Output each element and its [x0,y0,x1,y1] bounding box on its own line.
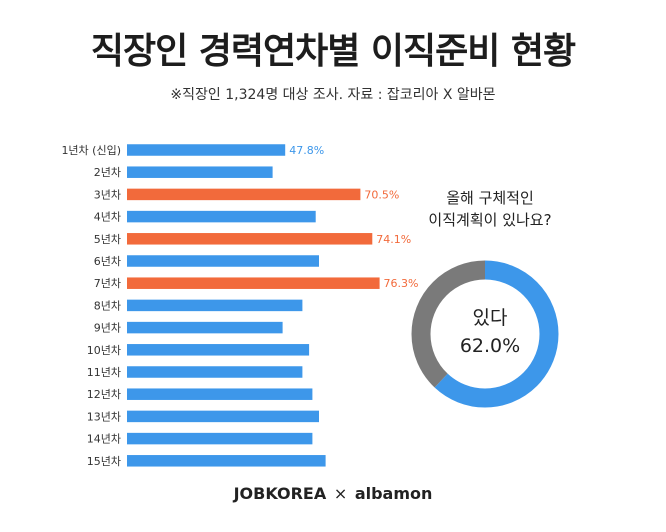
bar-value-label: 70.5% [364,188,399,201]
donut-question-line-2: 이직계획이 있나요? [428,211,552,229]
category-label: 12년차 [87,388,121,401]
category-label: 10년차 [87,344,121,357]
category-label: 5년차 [94,233,121,246]
donut-chart [411,260,559,408]
category-label: 3년차 [94,188,121,201]
donut-center-label: 있다 [472,307,508,329]
category-label: 8년차 [94,299,121,312]
bar [127,321,283,334]
bar [127,277,380,289]
donut-center-value: 62.0% [459,335,521,357]
donut-question-line-1: 올해 구체적인 [446,189,534,207]
category-label: 13년차 [87,410,121,423]
category-label: 9년차 [94,322,121,335]
category-label: 11년차 [87,366,121,379]
jobkorea-logo: JOBKOREA [233,484,327,503]
category-label: 15년차 [87,455,121,468]
bar [127,366,303,378]
donut-center: 있다 62.0% [420,304,560,360]
bar-value-label: 74.1% [376,233,411,246]
category-label: 2년차 [94,166,121,179]
bar [127,255,319,267]
bar [127,233,373,245]
donut-slice-rest [411,260,559,408]
bar [127,299,303,312]
chart-title: 직장인 경력연차별 이직준비 현황 [90,31,576,72]
category-label: 4년차 [94,211,121,224]
bar [127,344,310,356]
bar-value-label: 47.8% [289,144,324,157]
bar [127,432,313,445]
bar [127,388,313,400]
albamon-logo: albamon [354,484,433,503]
bar [127,410,319,423]
bar [127,210,316,223]
category-label: 6년차 [94,255,121,268]
donut-question: 올해 구체적인 이직계획이 있나요? [400,187,580,231]
bar [127,144,286,156]
bar [127,455,326,467]
category-label: 1년차 (신입) [61,144,121,157]
category-label: 14년차 [87,433,121,446]
logo-separator: × [333,484,348,503]
bar [127,166,273,178]
bar [127,188,361,201]
category-label: 7년차 [94,277,121,290]
chart-subtitle: ※직장인 1,324명 대상 조사. 자료 : 잡코리아 X 알바몬 [170,87,496,103]
footer-logos: JOBKOREA × albamon [0,484,666,503]
bar-chart: 1년차 (신입) 47.8% 2년차 3년차 70.5% 4년차 5년차 74.1% 6년차 7년… [61,144,418,468]
bar-value-label: 76.3% [384,277,419,290]
